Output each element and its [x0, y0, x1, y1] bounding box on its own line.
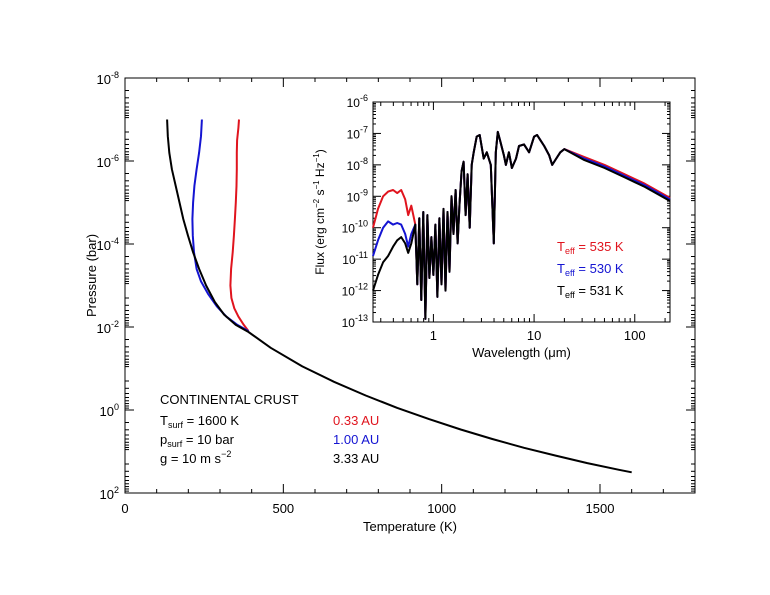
- y-axis-label: Pressure (bar): [84, 234, 99, 317]
- x-tick-label: 1000: [427, 501, 456, 516]
- crust-heading: CONTINENTAL CRUST: [160, 392, 299, 407]
- inset-x-tick-label: 10: [527, 328, 541, 343]
- inset-legend-entry: Teff = 531 K: [557, 283, 624, 300]
- inset-y-tick-label: 10-11: [342, 250, 368, 267]
- y-tick-label: 10-8: [97, 70, 119, 87]
- y-tick-label: 100: [100, 402, 119, 419]
- distance-label: 3.33 AU: [333, 451, 379, 466]
- inset-y-axis-label: Flux (erg cm−2 s−1 Hz−1): [312, 149, 327, 274]
- x-tick-label: 0: [121, 501, 128, 516]
- inset-x-tick-label: 1: [430, 328, 437, 343]
- gravity-label: g = 10 m s−2: [160, 449, 231, 466]
- x-axis-label: Temperature (K): [363, 519, 457, 534]
- y-tick-label: 10-2: [97, 319, 119, 336]
- distance-label: 0.33 AU: [333, 413, 379, 428]
- x-tick-label: 1500: [586, 501, 615, 516]
- spectrum-line-531-k: [372, 130, 671, 320]
- inset-y-tick-label: 10-13: [342, 313, 368, 330]
- inset-x-tick-label: 100: [624, 328, 646, 343]
- inset-frame: [372, 101, 671, 323]
- inset-y-tick-label: 10-10: [342, 219, 368, 236]
- series-line-3-33-au: [166, 119, 632, 474]
- distance-label: 1.00 AU: [333, 432, 379, 447]
- series-line-0-33-au: [229, 119, 250, 332]
- inset-y-tick-label: 10-6: [347, 93, 368, 110]
- inset-x-axis-label: Wavelength (μm): [472, 345, 571, 360]
- tsurf-label: Tsurf = 1600 K: [160, 413, 239, 430]
- inset-y-tick-label: 10-7: [347, 124, 368, 141]
- inset-legend-entry: Teff = 535 K: [557, 239, 624, 256]
- psurf-label: psurf = 10 bar: [160, 432, 235, 449]
- inset-y-tick-label: 10-12: [342, 282, 368, 299]
- pressure-temperature-plot: 0 500 1000 1500 10-8 10-6 10-4 10-2 100 102 Temper…: [84, 70, 696, 534]
- y-tick-label: 10-4: [97, 236, 119, 253]
- inset-y-tick-label: 10-9: [347, 187, 368, 204]
- y-tick-label: 102: [100, 485, 119, 502]
- inset-legend-entry: Teff = 530 K: [557, 261, 624, 278]
- y-tick-label: 10-6: [97, 153, 119, 170]
- x-tick-label: 500: [272, 501, 294, 516]
- inset-y-tick-label: 10-8: [347, 156, 368, 173]
- flux-spectrum-inset: 1 10 100 10-6 10-7 10-8 10-9 10-10 10-11 10-12 10-…: [312, 93, 671, 360]
- series-line-1-00-au: [191, 119, 249, 332]
